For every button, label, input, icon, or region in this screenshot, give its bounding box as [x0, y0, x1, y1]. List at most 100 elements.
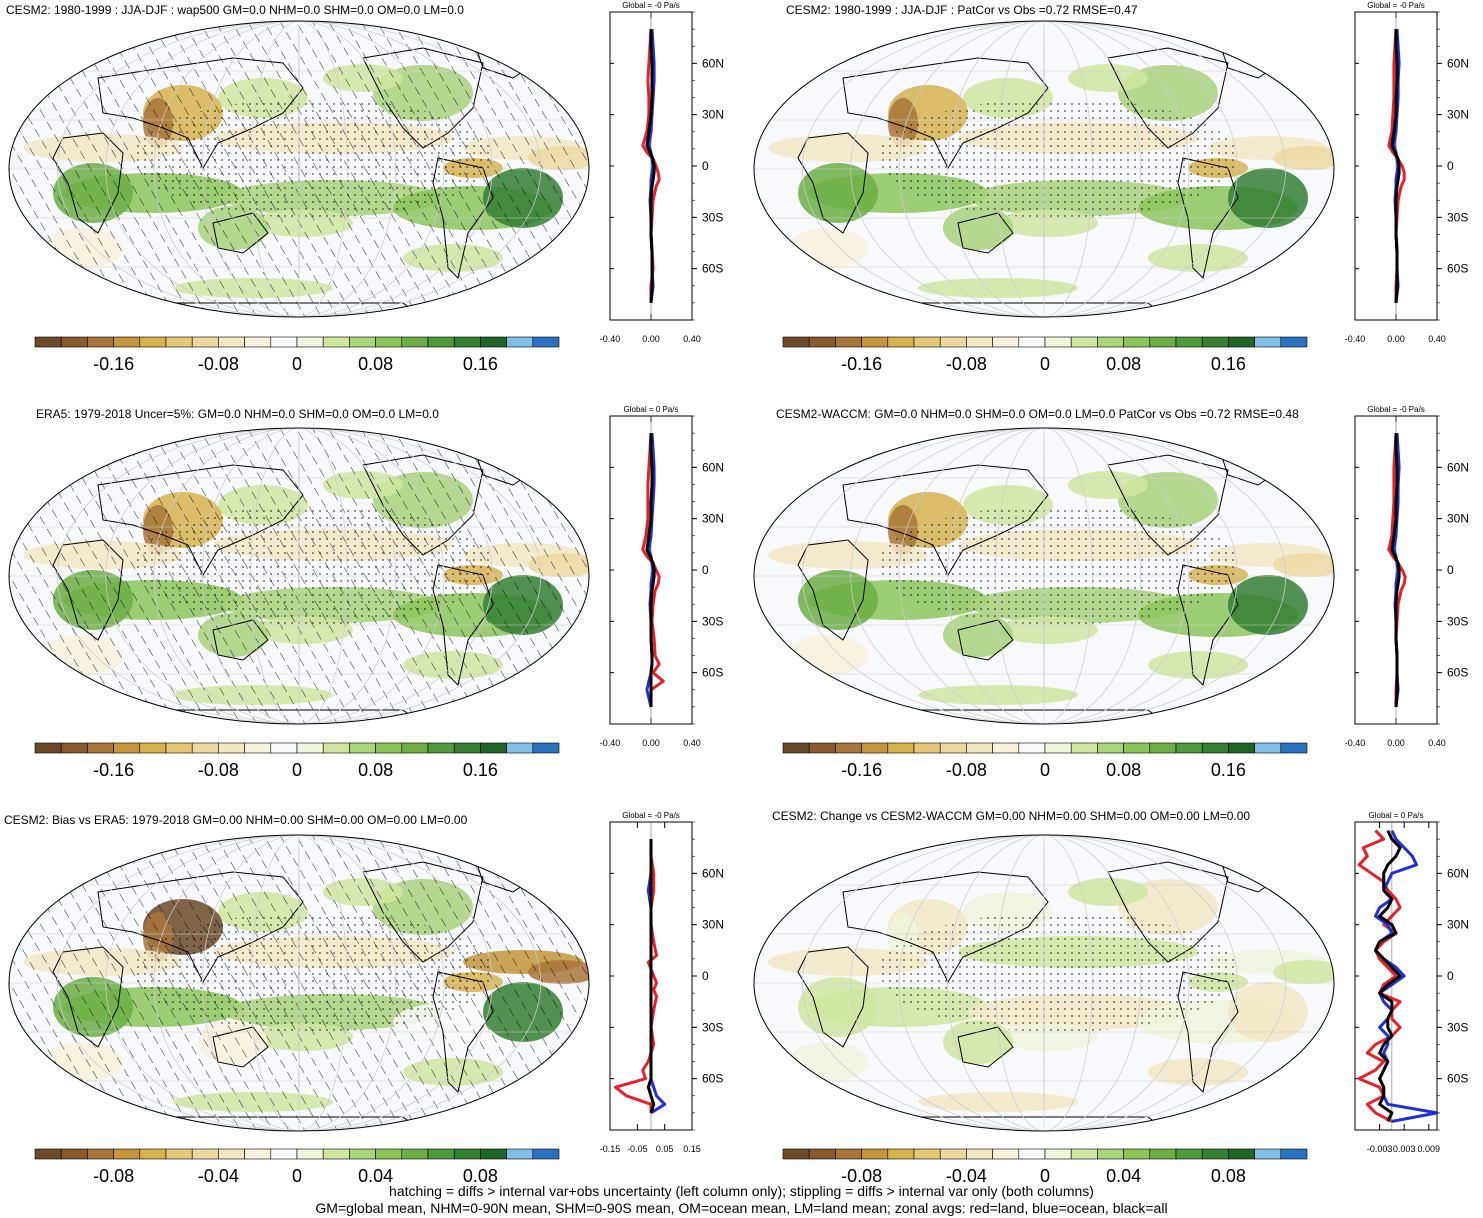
meridian-line — [57, 428, 541, 724]
lat-label: 60S — [1447, 666, 1468, 680]
colorbar-swatch — [296, 1148, 324, 1160]
stippling — [133, 912, 493, 1032]
colorbar-swatch — [1175, 1148, 1203, 1160]
colorbar-label: -0.08 — [841, 1166, 882, 1186]
lat-label: 60N — [1447, 866, 1469, 880]
colorbar-swatch — [913, 1148, 941, 1160]
colorbar-swatch — [1175, 742, 1203, 754]
anomaly-region — [1228, 168, 1308, 228]
global-mean-label: Global = -0 Pa/s — [622, 1, 680, 10]
global-mean-label: Global = -0 Pa/s — [1367, 1, 1425, 10]
colorbar-swatch — [453, 336, 481, 348]
colorbar-swatch — [165, 1148, 193, 1160]
panel-title: ERA5: 1979-2018 Uncer=5%: GM=0.0 NHM=0.0… — [36, 407, 439, 421]
colorbar-swatch — [1228, 336, 1255, 348]
x-tick-label: 0.00 — [642, 334, 660, 344]
colorbar-swatch — [375, 1148, 403, 1160]
colorbar-label: 0.08 — [1106, 760, 1141, 780]
zonal-line-land — [641, 433, 665, 707]
footnote-line-2: GM=global mean, NHM=0-90N mean, SHM=0-90… — [315, 1200, 1168, 1216]
anomaly-region — [1148, 651, 1248, 679]
world-map — [753, 834, 1335, 1132]
colorbar: -0.16 -0.08 0 0.08 0.16 — [34, 336, 560, 374]
meridian-line — [298, 21, 300, 317]
meridian-line — [57, 835, 541, 1131]
colorbar-label: -0.08 — [93, 1166, 134, 1186]
colorbar-swatch — [322, 1148, 350, 1160]
x-tick-label: -0.40 — [1345, 738, 1366, 748]
colorbar-swatch — [782, 336, 810, 348]
lat-label: 30S — [1447, 614, 1468, 628]
anomaly-region — [1273, 146, 1334, 170]
colorbar-swatch — [1044, 742, 1072, 754]
lat-label: 0 — [1447, 969, 1454, 983]
colorbar-label: 0.04 — [1106, 1166, 1141, 1186]
meridian-line — [202, 428, 396, 724]
footnote-line-1: hatching = diffs > internal var+obs unce… — [389, 1183, 1094, 1199]
colorbar-swatch — [532, 336, 560, 348]
anomaly-region — [1228, 575, 1308, 635]
meridian-line — [995, 428, 1093, 724]
anomaly-region — [1068, 878, 1148, 906]
colorbar-swatch — [1149, 336, 1177, 348]
lat-label: 0 — [702, 563, 709, 577]
colorbar-swatch — [322, 336, 350, 348]
meridian-line — [250, 21, 348, 317]
colorbar-swatch — [532, 742, 560, 754]
colorbar-swatch — [1070, 1148, 1098, 1160]
meridian-line — [898, 835, 1190, 1131]
meridian-line — [1043, 428, 1045, 724]
meridian-line — [1043, 21, 1045, 317]
meridian-line — [153, 428, 445, 724]
colorbar-swatch — [1175, 336, 1203, 348]
colorbar-swatch — [34, 336, 62, 348]
x-tick-label: 0.00 — [1387, 334, 1405, 344]
colorbar-label: -0.16 — [841, 760, 882, 780]
map-border — [753, 427, 1335, 725]
colorbar-swatch — [165, 742, 193, 754]
stippling — [133, 98, 493, 218]
colorbar-swatch — [191, 336, 219, 348]
colorbar-swatch — [244, 336, 272, 348]
meridian-line — [202, 835, 396, 1131]
map-field — [9, 21, 589, 317]
meridian-line — [250, 428, 348, 724]
lat-label: 30N — [702, 918, 724, 932]
colorbar-swatch — [1149, 1148, 1177, 1160]
anomaly-region — [943, 206, 1013, 250]
colorbar-swatch — [861, 742, 889, 754]
lat-label: 30S — [1447, 210, 1468, 224]
coastline — [957, 619, 1014, 661]
lat-label: 30S — [1447, 1020, 1468, 1034]
meridian-line — [153, 835, 445, 1131]
zonal-mean-plot: Global = -0 Pa/s 60N 30N 0 30S 60S -0.15 -0.05 0… — [600, 811, 724, 1154]
colorbar-swatch — [87, 742, 114, 754]
colorbar-swatch — [966, 742, 993, 754]
meridian-line — [947, 835, 1141, 1131]
x-tick-label: -0.15 — [600, 1144, 621, 1154]
lat-label: 30S — [702, 210, 723, 224]
meridian-line — [947, 21, 1141, 317]
colorbar-swatch — [1123, 742, 1151, 754]
lat-label: 30N — [1447, 108, 1469, 122]
colorbar-swatch — [992, 1148, 1020, 1160]
x-tick-label: 0.15 — [683, 1144, 701, 1154]
x-tick-label: 0.40 — [1428, 334, 1446, 344]
colorbar-label: -0.08 — [946, 354, 987, 374]
panel-title: CESM2: Change vs CESM2-WACCM GM=0.00 NHM… — [772, 809, 1251, 823]
global-mean-label: Global = 0 Pa/s — [1369, 811, 1424, 820]
colorbar-swatch — [244, 1148, 272, 1160]
colorbar-label: -0.16 — [841, 354, 882, 374]
meridian-line — [898, 21, 1190, 317]
colorbar-swatch — [782, 1148, 810, 1160]
colorbar-label: -0.16 — [93, 354, 134, 374]
colorbar: -0.16 -0.08 0 0.08 0.16 — [34, 742, 560, 780]
colorbar-label: 0.08 — [358, 354, 393, 374]
colorbar-swatch — [401, 336, 429, 348]
colorbar-swatch — [480, 336, 507, 348]
colorbar-swatch — [270, 1148, 298, 1160]
meridian-line — [947, 428, 1141, 724]
colorbar-swatch — [139, 1148, 167, 1160]
colorbar-swatch — [1201, 742, 1229, 754]
anomaly-region — [1148, 244, 1248, 272]
